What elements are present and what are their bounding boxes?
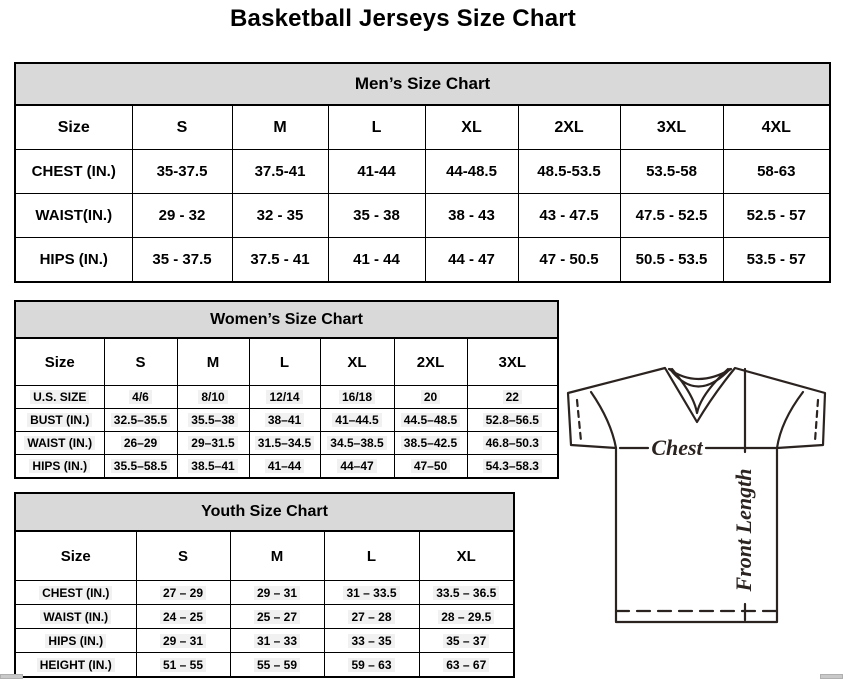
table-title: Men’s Size Chart: [14, 62, 831, 106]
size-value-cell: 44–47: [319, 454, 395, 479]
row-label: HEIGHT (IN.): [14, 652, 137, 678]
sleeve-seam-left: [589, 390, 618, 450]
scrollbar-fragment-right[interactable]: [820, 674, 843, 679]
front-length-label: Front Length: [731, 469, 756, 593]
column-header: XL: [319, 337, 395, 386]
size-value-cell: 28 – 29.5: [418, 604, 515, 629]
sleeve-seam-right: [775, 390, 805, 450]
size-value-cell: 16/18: [319, 385, 395, 409]
size-value-cell: 41 - 44: [327, 237, 426, 283]
column-header: Size: [14, 530, 137, 581]
column-header: XL: [424, 104, 519, 150]
size-value-cell: 59 – 63: [323, 652, 420, 678]
size-value-cell: 41-44: [327, 149, 426, 194]
table-row: WAIST(IN.) 29 - 32 32 - 35 35 - 38 38 - 43 43…: [14, 193, 831, 238]
size-value-cell: 44.5–48.5: [393, 408, 468, 432]
size-value-cell: 55 – 59: [229, 652, 325, 678]
collar-rib-line-2: [668, 367, 732, 388]
table-row: HIPS (IN.) 35 - 37.5 37.5 - 41 41 - 44 44 - …: [14, 237, 831, 283]
table-row: WAIST (IN.) 24 – 25 25 – 27 27 – 28 28 – 29.…: [14, 604, 515, 629]
size-value-cell: 35.5–58.5: [103, 454, 178, 479]
column-header: XL: [418, 530, 515, 581]
size-value-cell: 37.5-41: [231, 149, 329, 194]
size-value-cell: 29–31.5: [176, 431, 250, 455]
scrollbar-fragment-left[interactable]: [0, 674, 23, 679]
size-value-cell: 35 - 38: [327, 193, 426, 238]
size-value-cell: 31.5–34.5: [248, 431, 321, 455]
size-value-cell: 44 - 47: [424, 237, 519, 283]
row-label: BUST (IN.): [14, 408, 105, 432]
size-value-cell: 27 – 29: [135, 580, 231, 605]
column-header: M: [229, 530, 325, 581]
size-value-cell: 35 - 37.5: [131, 237, 233, 283]
size-value-cell: 31 – 33: [229, 628, 325, 653]
size-value-cell: 38.5–41: [176, 454, 250, 479]
size-value-cell: 63 – 67: [418, 652, 515, 678]
column-header: 2XL: [517, 104, 621, 150]
size-value-cell: 33.5 – 36.5: [418, 580, 515, 605]
size-value-cell: 54.3–58.3: [466, 454, 559, 479]
size-value-cell: 38.5–42.5: [393, 431, 468, 455]
table-title: Women’s Size Chart: [14, 300, 559, 339]
table-row: HIPS (IN.) 35.5–58.5 38.5–41 41–44 44–47 47–5…: [14, 454, 559, 479]
mens-size-chart-table: Men’s Size Chart Size S M L XL 2XL 3XL 4XL CHEST …: [14, 62, 832, 283]
size-value-cell: 38–41: [248, 408, 321, 432]
size-value-cell: 35-37.5: [131, 149, 233, 194]
table-row: CHEST (IN.) 27 – 29 29 – 31 31 – 33.5 33.5 –…: [14, 580, 515, 605]
size-value-cell: 27 – 28: [323, 604, 420, 629]
collar-rib-line-1: [667, 367, 733, 380]
size-value-cell: 43 - 47.5: [517, 193, 621, 238]
size-value-cell: 46.8–50.3: [466, 431, 559, 455]
column-header: 3XL: [466, 337, 559, 386]
chest-label: Chest: [651, 435, 703, 460]
table-row: HEIGHT (IN.) 51 – 55 55 – 59 59 – 63 63 – 67: [14, 652, 515, 678]
size-value-cell: 35 – 37: [418, 628, 515, 653]
jersey-outline: [566, 366, 827, 624]
column-header: S: [135, 530, 231, 581]
size-value-cell: 20: [393, 385, 468, 409]
size-value-cell: 52.5 - 57: [722, 193, 831, 238]
sleeve-stitch-right: [813, 398, 820, 443]
size-value-cell: 53.5-58: [619, 149, 724, 194]
size-value-cell: 31 – 33.5: [323, 580, 420, 605]
table-title: Youth Size Chart: [14, 492, 515, 532]
size-value-cell: 47.5 - 52.5: [619, 193, 724, 238]
size-value-cell: 12/14: [248, 385, 321, 409]
row-label: HIPS (IN.): [14, 237, 133, 283]
sleeve-stitch-left: [575, 398, 583, 443]
size-value-cell: 37.5 - 41: [231, 237, 329, 283]
size-value-cell: 25 – 27: [229, 604, 325, 629]
size-value-cell: 34.5–38.5: [319, 431, 395, 455]
womens-size-chart-table: Women’s Size Chart Size S M L XL 2XL 3XL U.S. SI…: [14, 300, 560, 479]
row-label: HIPS (IN.): [14, 628, 137, 653]
page-title: Basketball Jerseys Size Chart: [230, 5, 576, 32]
table-row: WAIST (IN.) 26–29 29–31.5 31.5–34.5 34.5–38.…: [14, 431, 559, 455]
size-value-cell: 29 – 31: [229, 580, 325, 605]
size-value-cell: 50.5 - 53.5: [619, 237, 724, 283]
size-value-cell: 53.5 - 57: [722, 237, 831, 283]
size-value-cell: 32.5–35.5: [103, 408, 178, 432]
column-header: 2XL: [393, 337, 468, 386]
column-header: L: [248, 337, 321, 386]
size-value-cell: 22: [466, 385, 559, 409]
youth-size-chart-table: Youth Size Chart Size S M L XL CHEST (IN.) 27 –…: [14, 492, 515, 678]
size-value-cell: 29 - 32: [131, 193, 233, 238]
size-value-cell: 58-63: [722, 149, 831, 194]
row-label: WAIST (IN.): [14, 604, 137, 629]
size-value-cell: 51 – 55: [135, 652, 231, 678]
size-value-cell: 26–29: [103, 431, 178, 455]
size-value-cell: 48.5-53.5: [517, 149, 621, 194]
size-value-cell: 38 - 43: [424, 193, 519, 238]
table-row: HIPS (IN.) 29 – 31 31 – 33 33 – 35 35 – 37: [14, 628, 515, 653]
size-value-cell: 33 – 35: [323, 628, 420, 653]
row-label: WAIST (IN.): [14, 431, 105, 455]
size-value-cell: 47 - 50.5: [517, 237, 621, 283]
row-label: WAIST(IN.): [14, 193, 133, 238]
